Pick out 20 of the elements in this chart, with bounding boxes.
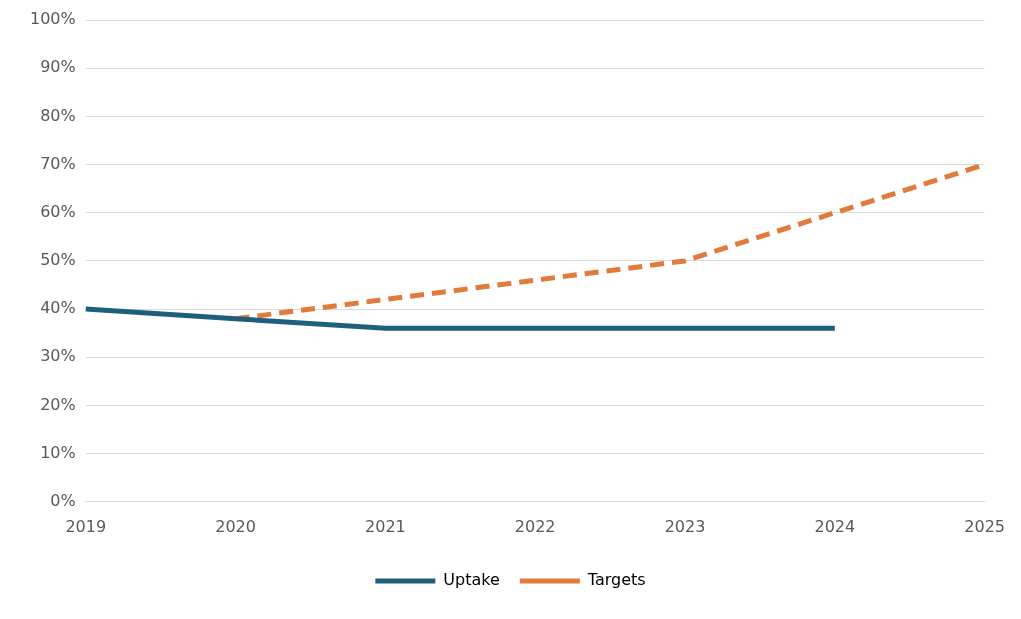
y-tick-label: 70%: [40, 153, 76, 173]
y-tick-label: 90%: [40, 57, 76, 77]
y-tick-label: 10%: [40, 442, 76, 462]
x-tick-label: 2020: [215, 516, 256, 536]
y-tick-label: 40%: [40, 298, 76, 318]
legend-label: Uptake: [443, 570, 500, 590]
x-tick-label: 2019: [65, 516, 107, 536]
y-tick-label: 20%: [40, 394, 76, 414]
x-tick-label: 2023: [664, 516, 706, 536]
y-tick-label: 80%: [40, 105, 76, 125]
x-tick-label: 2022: [514, 516, 556, 536]
y-tick-label: 100%: [29, 9, 76, 29]
legend-label: Targets: [586, 570, 646, 590]
y-tick-label: 60%: [40, 201, 76, 221]
y-tick-label: 0%: [50, 490, 76, 510]
x-tick-label: 2021: [365, 516, 406, 536]
y-tick-label: 50%: [40, 250, 76, 270]
x-tick-label: 2025: [964, 516, 1005, 536]
y-tick-label: 30%: [40, 346, 76, 366]
x-tick-label: 2024: [814, 516, 856, 536]
